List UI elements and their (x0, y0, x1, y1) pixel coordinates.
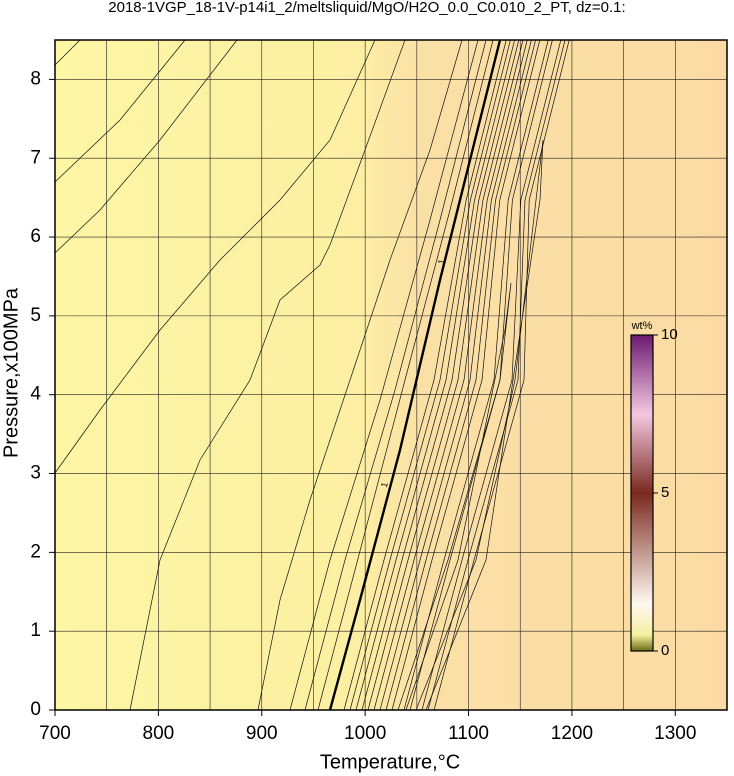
y-tick-label: 7 (30, 147, 41, 168)
contour-line (421, 39, 562, 711)
y-axis-label: Pressure,x100MPa (0, 287, 22, 458)
contour-line (343, 39, 507, 711)
x-axis-label: Temperature,°C (320, 751, 460, 773)
contour-line (433, 39, 570, 711)
y-tick-label: 8 (30, 68, 41, 89)
y-tick-label: 4 (30, 384, 41, 405)
colorbar-label: wt% (631, 320, 653, 332)
contour-line (257, 39, 463, 711)
x-tick-label: 700 (39, 723, 71, 744)
contour-line-bold (328, 39, 502, 711)
x-tick-label: 1100 (448, 723, 489, 744)
contour-label: 1 (436, 258, 447, 265)
contour-line (367, 39, 524, 711)
colorbar-tick-label: 5 (661, 484, 669, 501)
colorbar-tick-label: 0 (661, 642, 669, 659)
contour-line (317, 39, 494, 711)
y-tick-label: 5 (30, 305, 41, 326)
contour-label: 1 (379, 481, 390, 488)
y-tick-label: 2 (30, 541, 41, 562)
y-tick-label: 0 (30, 699, 41, 720)
x-tick-label: 900 (246, 723, 278, 744)
contour-line (304, 39, 487, 711)
chart-title: 2018-1VGP_18-1V-p14i1_2/meltsliquid/MgO/… (108, 0, 625, 16)
contour-line (397, 282, 512, 711)
contour-line (379, 39, 532, 711)
contour-line (415, 139, 544, 711)
contour-line (355, 39, 515, 711)
contour-line (385, 39, 536, 711)
plot-frame (54, 39, 728, 711)
contour-line (129, 39, 406, 711)
contour-line (391, 39, 541, 711)
contour-line (54, 39, 376, 474)
contour-line (403, 39, 549, 711)
contour-line (427, 39, 566, 711)
contour-line (54, 39, 238, 254)
contour-line (54, 39, 81, 66)
x-tick-label: 800 (143, 723, 175, 744)
x-tick-label: 1300 (654, 723, 696, 744)
contour-line (349, 39, 511, 711)
plot-background (55, 40, 727, 710)
colorbar-tick-label: 10 (661, 326, 678, 343)
y-tick-label: 1 (30, 620, 41, 641)
colorbar (630, 334, 654, 652)
contour-line (54, 39, 186, 183)
x-tick-label: 1200 (551, 723, 593, 744)
contour-line (373, 39, 528, 711)
y-tick-label: 6 (30, 226, 41, 247)
x-tick-label: 1000 (344, 723, 386, 744)
contour-line (409, 39, 553, 711)
y-tick-label: 3 (30, 463, 41, 484)
contour-line (289, 39, 479, 711)
contour-line (361, 39, 520, 711)
